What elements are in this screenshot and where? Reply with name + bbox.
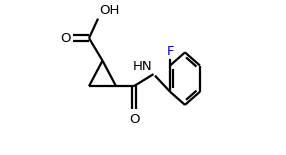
Text: O: O [129, 113, 139, 126]
Text: F: F [166, 45, 174, 58]
Text: O: O [61, 32, 71, 45]
Text: OH: OH [100, 4, 120, 17]
Text: HN: HN [132, 60, 152, 73]
